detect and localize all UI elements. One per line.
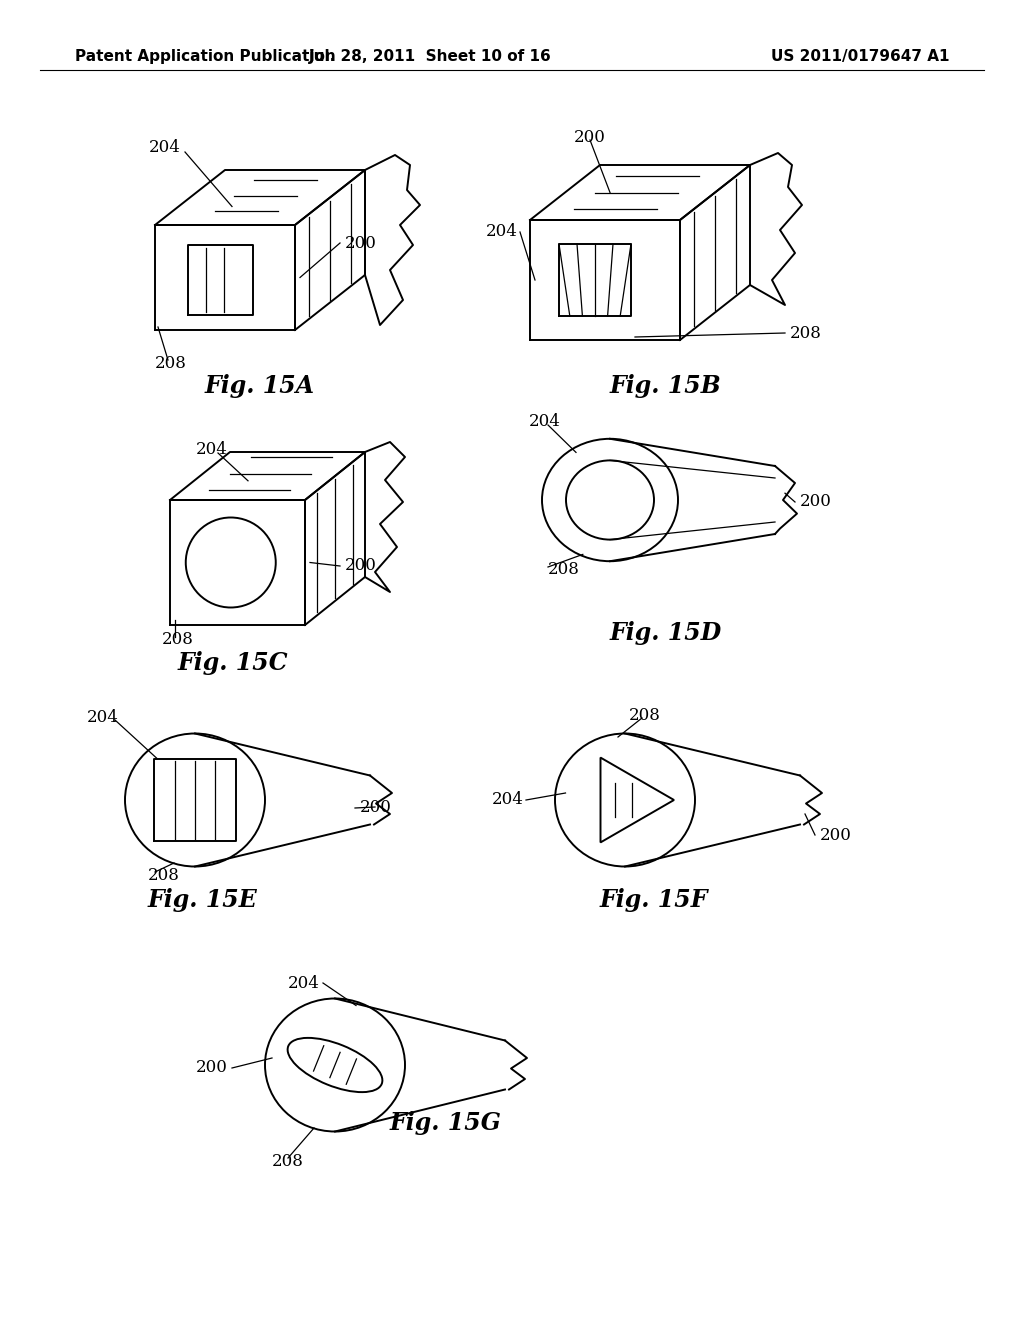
Text: 200: 200: [345, 557, 377, 574]
Text: 208: 208: [155, 355, 186, 371]
Text: 204: 204: [87, 709, 119, 726]
Text: Fig. 15B: Fig. 15B: [610, 374, 722, 399]
Text: 204: 204: [493, 792, 524, 808]
Text: Patent Application Publication: Patent Application Publication: [75, 49, 336, 65]
Text: 208: 208: [548, 561, 580, 578]
Text: Fig. 15C: Fig. 15C: [178, 651, 289, 675]
Text: 204: 204: [288, 974, 319, 991]
Text: 208: 208: [790, 325, 822, 342]
Text: Fig. 15E: Fig. 15E: [148, 888, 258, 912]
Text: 200: 200: [574, 128, 606, 145]
Text: Fig. 15A: Fig. 15A: [205, 374, 315, 399]
Text: 200: 200: [197, 1060, 228, 1077]
Text: 208: 208: [162, 631, 194, 648]
Text: 204: 204: [196, 441, 228, 458]
Text: 204: 204: [486, 223, 518, 240]
Text: 200: 200: [800, 494, 831, 511]
Text: Fig. 15G: Fig. 15G: [390, 1111, 502, 1135]
Text: 204: 204: [150, 139, 181, 156]
Text: 200: 200: [345, 235, 377, 252]
Text: 208: 208: [272, 1154, 304, 1171]
Text: 200: 200: [360, 800, 392, 817]
Text: Fig. 15F: Fig. 15F: [600, 888, 709, 912]
Text: Jul. 28, 2011  Sheet 10 of 16: Jul. 28, 2011 Sheet 10 of 16: [308, 49, 551, 65]
Text: US 2011/0179647 A1: US 2011/0179647 A1: [771, 49, 949, 65]
Text: Fig. 15D: Fig. 15D: [610, 620, 722, 645]
Text: 208: 208: [148, 866, 180, 883]
Text: 208: 208: [629, 706, 660, 723]
Text: 200: 200: [820, 826, 852, 843]
Text: 204: 204: [529, 413, 561, 430]
